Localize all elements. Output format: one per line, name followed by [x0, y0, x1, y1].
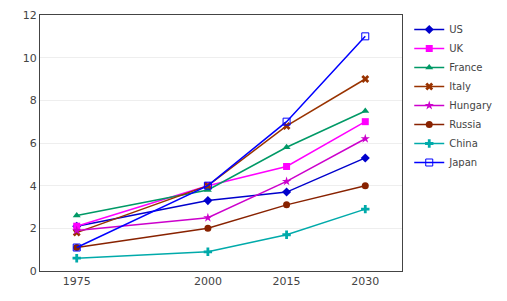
svg-text:Japan: Japan	[448, 157, 477, 168]
svg-text:2: 2	[30, 222, 37, 235]
svg-text:Russia: Russia	[449, 119, 481, 130]
svg-text:France: France	[449, 62, 482, 73]
svg-text:6: 6	[30, 137, 37, 150]
svg-text:2015: 2015	[273, 275, 301, 288]
svg-text:0: 0	[30, 265, 37, 278]
svg-text:China: China	[449, 138, 478, 149]
svg-text:8: 8	[30, 94, 37, 107]
svg-text:1975: 1975	[63, 275, 91, 288]
svg-text:Hungary: Hungary	[449, 100, 492, 111]
svg-text:Italy: Italy	[449, 81, 471, 92]
svg-text:2000: 2000	[194, 275, 222, 288]
svg-text:US: US	[449, 24, 463, 35]
svg-text:2030: 2030	[351, 275, 379, 288]
svg-text:10: 10	[23, 52, 37, 65]
svg-text:12: 12	[23, 9, 37, 22]
svg-text:4: 4	[30, 180, 37, 193]
svg-text:UK: UK	[449, 43, 463, 54]
